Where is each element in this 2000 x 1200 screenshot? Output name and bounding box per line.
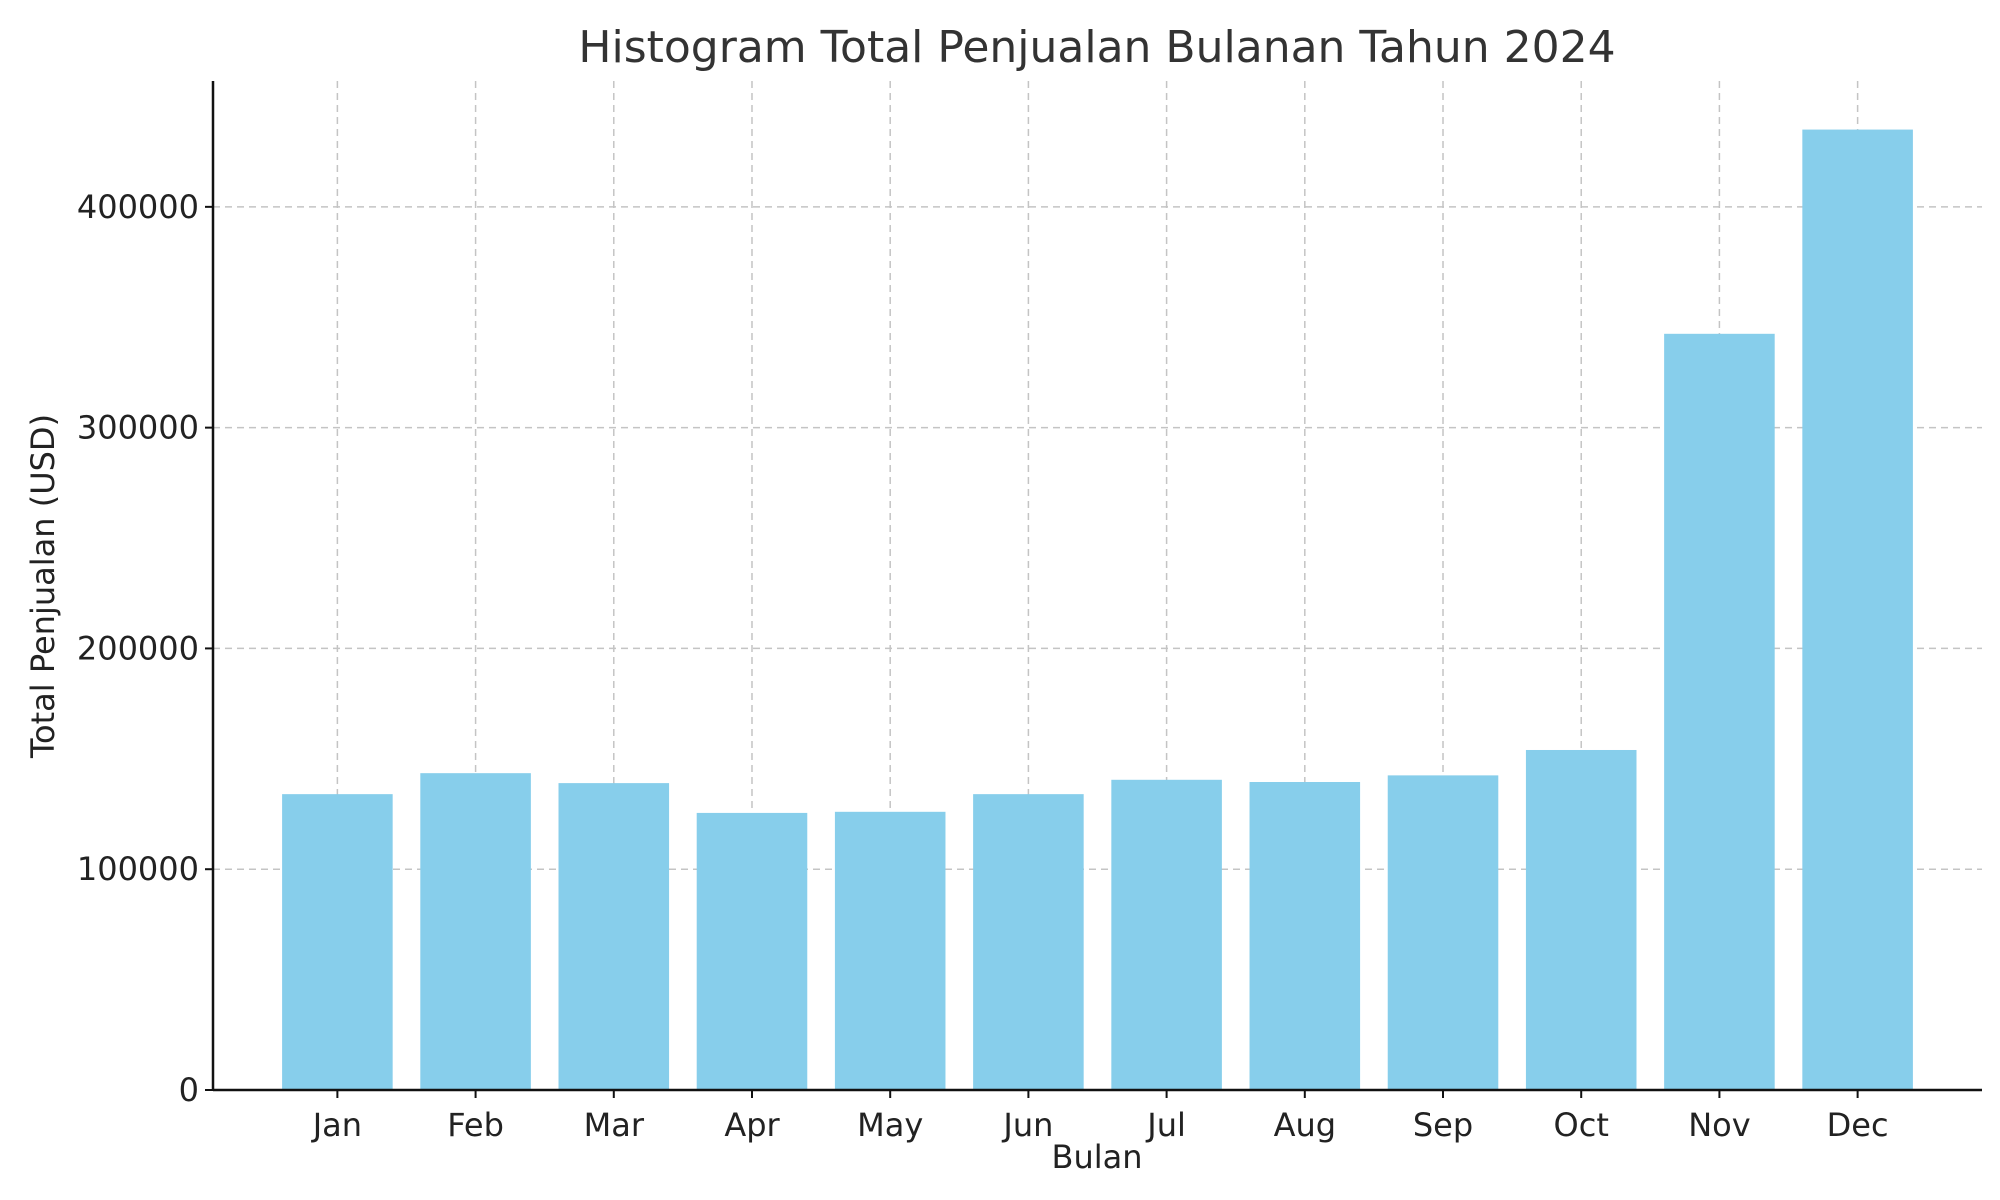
x-tick-label: Apr: [724, 1106, 780, 1144]
x-tick-label: Sep: [1413, 1106, 1473, 1144]
axes: [211, 81, 1982, 1092]
bar-apr: [696, 812, 808, 1090]
y-tick-label: 0: [179, 1071, 199, 1109]
x-tick-label: Dec: [1827, 1106, 1889, 1144]
x-axis-label: Bulan: [1051, 1138, 1142, 1176]
x-tick-labels: Jan Feb Mar Apr May Jun Jul Aug Sep Oct Nov Dec: [311, 1090, 1889, 1144]
bar-jul: [1111, 779, 1222, 1090]
chart-title: Histogram Total Penjualan Bulanan Tahun …: [578, 22, 1615, 73]
x-tick-label: Feb: [447, 1106, 504, 1144]
bar-oct: [1525, 749, 1637, 1090]
bar-feb: [420, 773, 531, 1090]
y-tick-label: 400000: [77, 188, 199, 226]
bar-jun: [973, 794, 1084, 1090]
bar-jan: [282, 794, 393, 1090]
x-tick-label: Aug: [1274, 1106, 1336, 1144]
x-tick-label: Mar: [584, 1106, 645, 1144]
x-tick-label: Nov: [1688, 1106, 1750, 1144]
y-tick-label: 300000: [77, 409, 199, 447]
y-tick-label: 200000: [77, 629, 199, 667]
bar-sep: [1387, 775, 1499, 1090]
y-axis-label: Total Penjualan (USD): [24, 414, 62, 759]
bar-series: [282, 129, 1913, 1090]
bar-mar: [558, 783, 670, 1090]
bar-dec: [1802, 129, 1913, 1090]
bar-may: [834, 811, 946, 1090]
bar-aug: [1249, 782, 1361, 1090]
x-tick-label: Jan: [311, 1106, 362, 1144]
x-tick-label: Jun: [1001, 1106, 1053, 1144]
bar-nov: [1664, 333, 1775, 1090]
x-tick-label: Jul: [1145, 1106, 1186, 1144]
x-tick-label: May: [857, 1106, 923, 1144]
x-tick-label: Oct: [1554, 1106, 1609, 1144]
y-tick-labels: 0 100000 200000 300000 400000: [77, 188, 213, 1109]
y-tick-label: 100000: [77, 850, 199, 888]
